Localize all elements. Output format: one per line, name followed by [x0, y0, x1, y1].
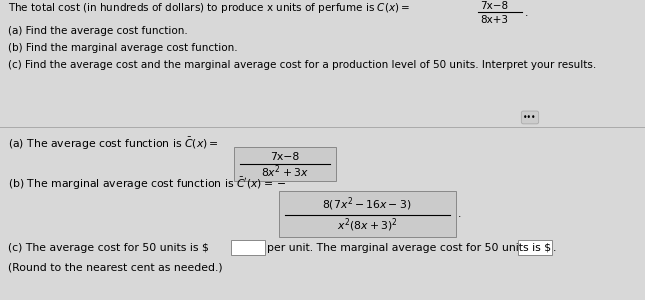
- Text: .: .: [525, 8, 528, 18]
- Text: (c) Find the average cost and the marginal average cost for a production level o: (c) Find the average cost and the margin…: [8, 60, 596, 70]
- Text: The total cost (in hundreds of dollars) to produce x units of perfume is $C(x) =: The total cost (in hundreds of dollars) …: [8, 1, 410, 15]
- FancyBboxPatch shape: [230, 240, 264, 255]
- Text: •••: •••: [523, 113, 537, 122]
- Text: (c) The average cost for 50 units is $: (c) The average cost for 50 units is $: [8, 243, 209, 253]
- FancyBboxPatch shape: [279, 191, 456, 237]
- Text: 7x−8: 7x−8: [270, 152, 300, 161]
- Text: (b) The marginal average cost function is $\bar{C}'(x)=-$: (b) The marginal average cost function i…: [8, 176, 286, 192]
- Text: .: .: [458, 209, 461, 219]
- Text: $8x^2+3x$: $8x^2+3x$: [261, 164, 309, 180]
- Text: (b) Find the marginal average cost function.: (b) Find the marginal average cost funct…: [8, 43, 237, 53]
- Text: .: .: [553, 243, 557, 253]
- Text: $x^2(8x+3)^2$: $x^2(8x+3)^2$: [337, 216, 397, 234]
- FancyBboxPatch shape: [517, 240, 551, 255]
- Text: 8x+3: 8x+3: [480, 15, 508, 25]
- Text: (Round to the nearest cent as needed.): (Round to the nearest cent as needed.): [8, 263, 223, 273]
- Text: $8(7x^2-16x-3)$: $8(7x^2-16x-3)$: [322, 195, 412, 213]
- Text: 7x−8: 7x−8: [480, 1, 508, 11]
- Text: (a) Find the average cost function.: (a) Find the average cost function.: [8, 26, 188, 36]
- FancyBboxPatch shape: [234, 146, 336, 181]
- Text: (a) The average cost function is $\bar{C}(x)=$: (a) The average cost function is $\bar{C…: [8, 135, 219, 152]
- Text: per unit. The marginal average cost for 50 units is $: per unit. The marginal average cost for …: [267, 243, 551, 253]
